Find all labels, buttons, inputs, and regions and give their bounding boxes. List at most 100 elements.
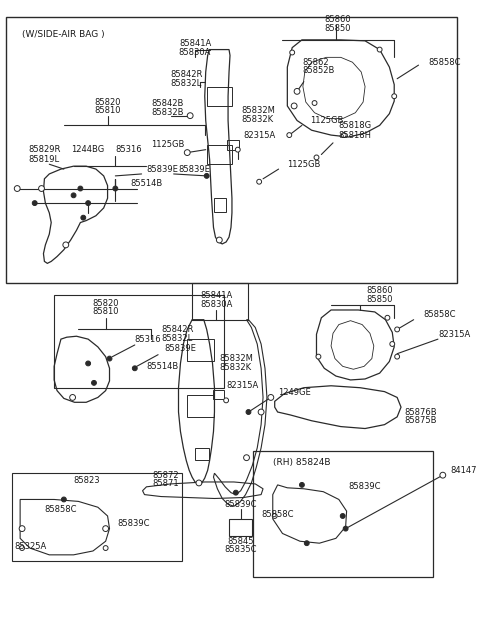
- Text: 85820: 85820: [95, 98, 121, 106]
- Text: (RH) 85824B: (RH) 85824B: [273, 457, 330, 467]
- Text: 85514B: 85514B: [146, 362, 179, 371]
- Circle shape: [343, 526, 348, 531]
- Bar: [215, 198, 226, 212]
- Text: 85832K: 85832K: [219, 363, 252, 372]
- Circle shape: [61, 497, 66, 502]
- Text: 85832M: 85832M: [219, 354, 253, 363]
- Circle shape: [390, 342, 395, 347]
- Text: 85830A: 85830A: [200, 300, 233, 309]
- Text: 1244BG: 1244BG: [71, 145, 104, 154]
- Text: 85829R: 85829R: [28, 145, 60, 154]
- Text: 85858C: 85858C: [423, 310, 456, 319]
- Text: 85316: 85316: [115, 145, 142, 154]
- Text: 85514B: 85514B: [130, 179, 162, 188]
- Circle shape: [392, 94, 396, 98]
- Bar: [213, 390, 224, 399]
- Circle shape: [316, 354, 321, 359]
- Circle shape: [290, 50, 295, 55]
- Circle shape: [81, 215, 86, 220]
- Text: 85852B: 85852B: [302, 66, 334, 76]
- Text: 85871: 85871: [153, 479, 179, 488]
- Circle shape: [294, 89, 300, 94]
- Text: 85832L: 85832L: [171, 79, 202, 88]
- Text: 85839E: 85839E: [164, 344, 196, 353]
- Text: 82315A: 82315A: [244, 131, 276, 140]
- Text: 85842R: 85842R: [171, 71, 203, 79]
- Circle shape: [86, 361, 91, 366]
- Text: 1125GB: 1125GB: [288, 160, 321, 169]
- Circle shape: [132, 366, 137, 371]
- Text: 85839C: 85839C: [348, 482, 381, 491]
- Circle shape: [440, 472, 446, 478]
- Circle shape: [71, 193, 76, 197]
- Text: 85832M: 85832M: [241, 106, 276, 115]
- Text: 85872: 85872: [153, 470, 179, 480]
- Circle shape: [268, 394, 274, 400]
- Circle shape: [113, 186, 118, 191]
- Bar: [6, 17, 457, 283]
- Text: 1125GB: 1125GB: [151, 141, 185, 149]
- Circle shape: [257, 180, 262, 184]
- Circle shape: [312, 101, 317, 105]
- Circle shape: [32, 201, 37, 206]
- Text: 85832L: 85832L: [161, 334, 192, 343]
- Text: 85850: 85850: [366, 295, 393, 304]
- Text: (W/SIDE-AIR BAG ): (W/SIDE-AIR BAG ): [22, 30, 105, 39]
- Text: 82315A: 82315A: [438, 330, 470, 339]
- Text: 1249GE: 1249GE: [277, 388, 311, 397]
- Circle shape: [216, 237, 222, 243]
- Text: 85839C: 85839C: [117, 519, 150, 528]
- Bar: [207, 145, 232, 164]
- Text: 85858C: 85858C: [261, 509, 294, 519]
- Circle shape: [300, 482, 304, 487]
- Text: 85876B: 85876B: [404, 407, 437, 417]
- Circle shape: [224, 398, 228, 403]
- Text: 85841A: 85841A: [179, 39, 211, 48]
- Text: 85860: 85860: [324, 15, 351, 24]
- Circle shape: [204, 173, 209, 178]
- Text: 85830A: 85830A: [179, 48, 211, 57]
- Text: 85860: 85860: [366, 286, 393, 295]
- Text: 85875B: 85875B: [404, 416, 436, 425]
- Circle shape: [86, 201, 91, 206]
- Circle shape: [244, 455, 250, 461]
- Text: 85835C: 85835C: [225, 545, 257, 555]
- Circle shape: [107, 356, 112, 361]
- Text: 85862: 85862: [302, 58, 328, 67]
- Text: 85839E: 85839E: [179, 165, 210, 173]
- Bar: [187, 396, 215, 417]
- Bar: [207, 87, 232, 106]
- Circle shape: [235, 147, 240, 152]
- Text: 85839C: 85839C: [225, 500, 257, 509]
- Text: 85858C: 85858C: [45, 504, 77, 514]
- Text: 85818H: 85818H: [339, 131, 372, 140]
- Circle shape: [92, 381, 96, 385]
- Text: 85819L: 85819L: [28, 155, 59, 164]
- Circle shape: [20, 545, 24, 550]
- Circle shape: [395, 327, 399, 332]
- Text: 85839E: 85839E: [146, 165, 178, 173]
- Text: 85316: 85316: [135, 335, 161, 344]
- Text: 85845: 85845: [228, 537, 254, 546]
- Text: 85810: 85810: [92, 308, 119, 316]
- Circle shape: [70, 394, 75, 400]
- Circle shape: [291, 103, 297, 109]
- Bar: [187, 339, 215, 360]
- Circle shape: [314, 155, 319, 160]
- Circle shape: [103, 545, 108, 550]
- Text: 85832K: 85832K: [241, 115, 274, 124]
- Circle shape: [187, 113, 193, 119]
- Bar: [253, 451, 433, 577]
- Circle shape: [272, 514, 277, 518]
- Text: 85842B: 85842B: [151, 100, 184, 108]
- Text: 85850: 85850: [324, 24, 351, 33]
- Text: 82315A: 82315A: [226, 381, 258, 390]
- Circle shape: [385, 315, 390, 320]
- Circle shape: [258, 409, 264, 415]
- Text: 85823: 85823: [73, 475, 99, 485]
- Text: 85820: 85820: [92, 299, 119, 308]
- Bar: [229, 519, 252, 537]
- Circle shape: [246, 410, 251, 415]
- Text: 85842R: 85842R: [161, 325, 193, 334]
- Circle shape: [377, 47, 382, 52]
